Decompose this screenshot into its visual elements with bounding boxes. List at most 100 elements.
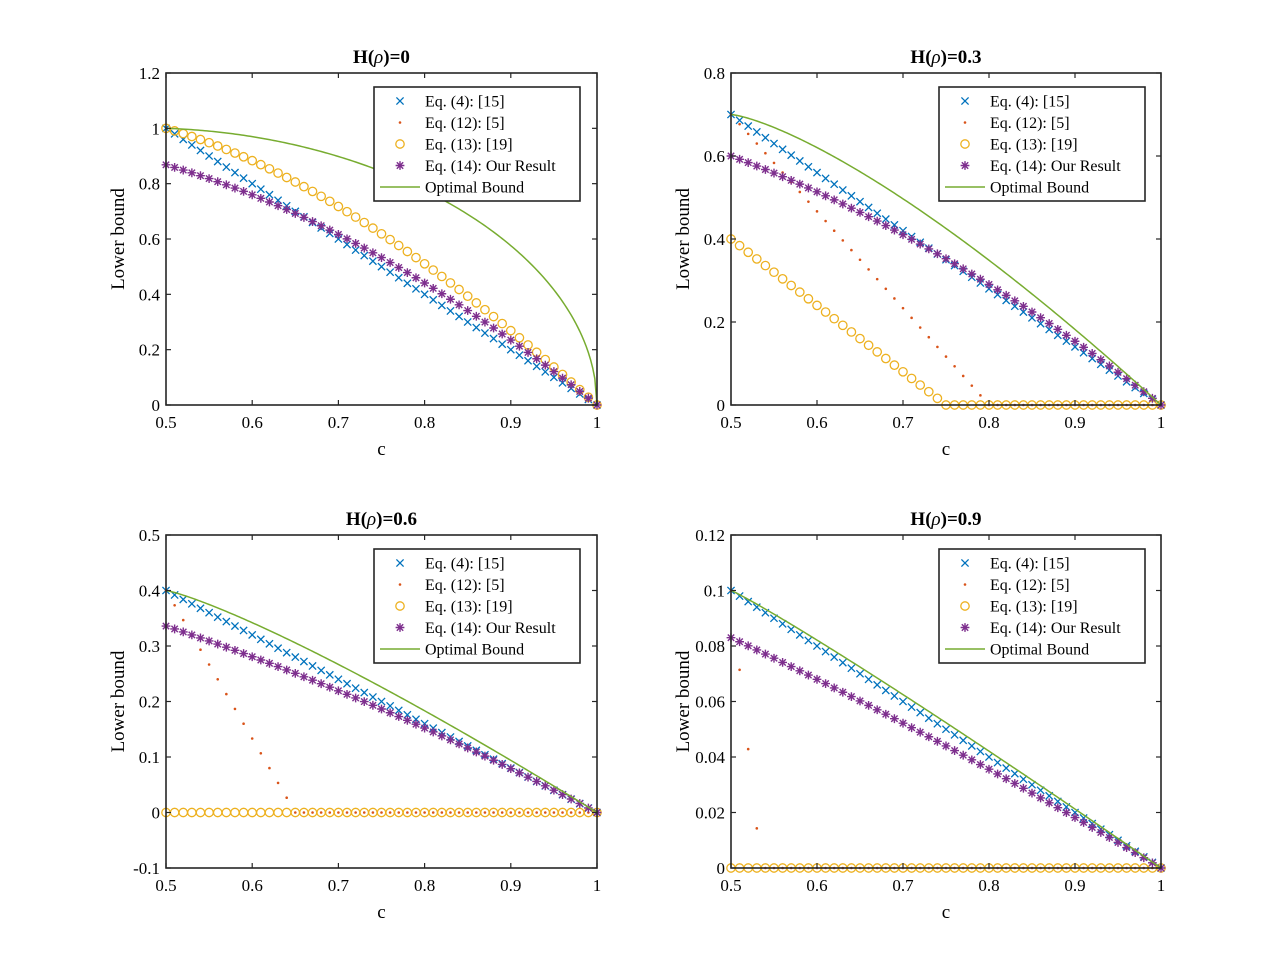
point-x <box>325 670 334 679</box>
point-star <box>743 641 753 651</box>
point-star <box>213 639 223 649</box>
series-star <box>726 633 1166 873</box>
x-tick-label: 0.5 <box>720 876 741 895</box>
x-tick-label: 0.8 <box>978 413 999 432</box>
point-dot <box>970 384 974 387</box>
point-dot <box>250 737 254 740</box>
legend-entry: Optimal Bound <box>425 642 524 659</box>
point-x <box>907 702 916 712</box>
point-star <box>1044 798 1054 808</box>
point-star <box>170 624 180 634</box>
point-star <box>829 195 839 205</box>
point-star <box>368 248 378 258</box>
point-dot <box>406 811 409 814</box>
point-x <box>342 679 352 688</box>
point-star <box>385 708 395 718</box>
point-dot <box>285 796 288 799</box>
y-tick-label: 0.02 <box>695 804 725 823</box>
x-tick-label: 0.5 <box>720 413 741 432</box>
point-star <box>394 712 404 721</box>
point-circle <box>230 148 240 158</box>
point-dot <box>311 811 314 814</box>
point-dot <box>233 707 237 711</box>
point-x <box>222 617 231 626</box>
y-tick-label: 0.4 <box>139 285 161 304</box>
point-x <box>498 340 507 349</box>
point-dot <box>764 151 767 155</box>
legend-entry: Optimal Bound <box>425 180 524 197</box>
point-circle <box>411 252 421 263</box>
series-star <box>161 160 602 410</box>
point-star <box>941 254 951 264</box>
point-star <box>351 693 361 703</box>
point-star <box>915 239 925 249</box>
point-dot <box>910 316 913 320</box>
point-star <box>1036 793 1045 803</box>
point-x <box>187 599 196 608</box>
point-circle <box>743 247 754 258</box>
point-circle <box>846 327 857 337</box>
point-star <box>428 727 438 737</box>
point-dot <box>901 306 905 310</box>
x-tick-label: 0.7 <box>328 876 350 895</box>
point-circle <box>906 373 917 384</box>
legend: Eq. (4): [15] Eq. (12): [5] Eq. (13): [19]… <box>373 548 581 664</box>
point-star <box>967 269 977 279</box>
point-star <box>1010 779 1020 788</box>
legend-marker-dot <box>963 121 967 124</box>
series-line <box>730 589 1162 869</box>
point-x <box>984 752 994 762</box>
point-star <box>924 244 934 254</box>
point-x <box>941 725 951 734</box>
point-star <box>325 225 335 235</box>
point-star <box>933 249 942 259</box>
point-dot <box>328 811 332 814</box>
point-x <box>830 653 839 662</box>
legend-box <box>373 548 581 664</box>
point-x <box>360 251 369 260</box>
y-tick-label: 0.4 <box>704 230 726 249</box>
point-star <box>795 666 805 676</box>
x-axis-label: c <box>942 902 950 923</box>
point-circle <box>734 240 745 251</box>
point-x <box>368 257 377 266</box>
point-x <box>239 626 248 635</box>
legend-entry: Optimal Bound <box>990 642 1089 659</box>
point-circle <box>794 287 805 297</box>
point-star <box>187 630 197 640</box>
optimal-bound-line <box>165 589 598 814</box>
point-dot <box>815 210 819 213</box>
point-star <box>1096 828 1106 837</box>
optimal-bound-line <box>730 589 1162 869</box>
point-star <box>778 657 787 667</box>
point-x <box>1002 764 1011 773</box>
point-star <box>881 709 891 719</box>
point-circle <box>863 340 874 351</box>
legend-entry: Eq. (4): [15] <box>425 556 505 573</box>
point-star <box>950 746 959 755</box>
series-circle <box>161 123 602 410</box>
point-star <box>187 168 197 178</box>
point-x <box>411 284 421 293</box>
point-star <box>864 700 873 710</box>
point-star <box>213 177 223 187</box>
point-circle <box>445 278 456 288</box>
point-star <box>1130 848 1140 858</box>
y-tick-label: 0 <box>717 396 726 415</box>
point-star <box>838 199 848 209</box>
point-x <box>847 664 856 673</box>
point-x <box>179 595 188 604</box>
point-star <box>178 627 188 637</box>
point-star <box>437 731 447 741</box>
legend-marker-star <box>960 623 970 632</box>
point-star <box>786 175 796 185</box>
point-circle <box>187 131 197 142</box>
legend-entry: Eq. (4): [15] <box>425 94 505 111</box>
point-star <box>420 723 429 733</box>
point-circle <box>829 313 840 324</box>
point-x <box>274 644 283 653</box>
point-x <box>386 701 395 710</box>
point-star <box>1122 374 1131 384</box>
legend: Eq. (4): [15] Eq. (12): [5] Eq. (13): [19]… <box>373 86 581 202</box>
point-circle <box>880 353 891 364</box>
